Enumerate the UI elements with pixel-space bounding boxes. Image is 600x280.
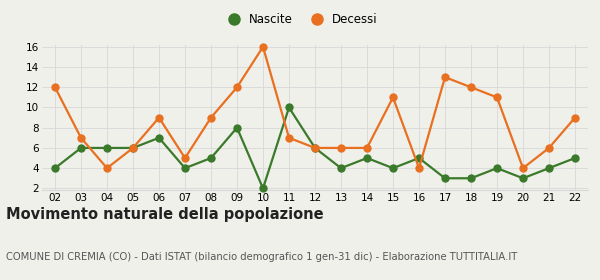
Nascite xyxy=(337,167,344,170)
Decessi xyxy=(286,136,293,139)
Nascite xyxy=(155,136,163,139)
Legend: Nascite, Decessi: Nascite, Decessi xyxy=(217,9,383,31)
Decessi xyxy=(571,116,578,119)
Decessi xyxy=(233,86,241,89)
Text: Movimento naturale della popolazione: Movimento naturale della popolazione xyxy=(6,207,323,222)
Nascite xyxy=(208,156,215,160)
Decessi xyxy=(130,146,137,150)
Nascite xyxy=(545,167,553,170)
Decessi xyxy=(442,76,449,79)
Decessi xyxy=(467,86,475,89)
Nascite xyxy=(415,156,422,160)
Nascite xyxy=(130,146,137,150)
Nascite xyxy=(520,177,527,180)
Decessi xyxy=(389,96,397,99)
Decessi xyxy=(520,167,527,170)
Nascite xyxy=(493,167,500,170)
Nascite xyxy=(52,167,59,170)
Decessi xyxy=(337,146,344,150)
Nascite xyxy=(311,146,319,150)
Nascite xyxy=(181,167,188,170)
Nascite xyxy=(286,106,293,109)
Decessi xyxy=(364,146,371,150)
Text: COMUNE DI CREMIA (CO) - Dati ISTAT (bilancio demografico 1 gen-31 dic) - Elabora: COMUNE DI CREMIA (CO) - Dati ISTAT (bila… xyxy=(6,252,517,262)
Line: Decessi: Decessi xyxy=(52,43,578,172)
Decessi xyxy=(259,45,266,48)
Decessi xyxy=(181,156,188,160)
Decessi xyxy=(103,167,110,170)
Decessi xyxy=(545,146,553,150)
Nascite xyxy=(442,177,449,180)
Nascite xyxy=(467,177,475,180)
Nascite xyxy=(233,126,241,129)
Nascite xyxy=(103,146,110,150)
Decessi xyxy=(52,86,59,89)
Decessi xyxy=(311,146,319,150)
Nascite xyxy=(259,187,266,190)
Line: Nascite: Nascite xyxy=(52,104,578,192)
Nascite xyxy=(77,146,85,150)
Nascite xyxy=(364,156,371,160)
Decessi xyxy=(493,96,500,99)
Decessi xyxy=(155,116,163,119)
Decessi xyxy=(208,116,215,119)
Decessi xyxy=(415,167,422,170)
Decessi xyxy=(77,136,85,139)
Nascite xyxy=(389,167,397,170)
Nascite xyxy=(571,156,578,160)
